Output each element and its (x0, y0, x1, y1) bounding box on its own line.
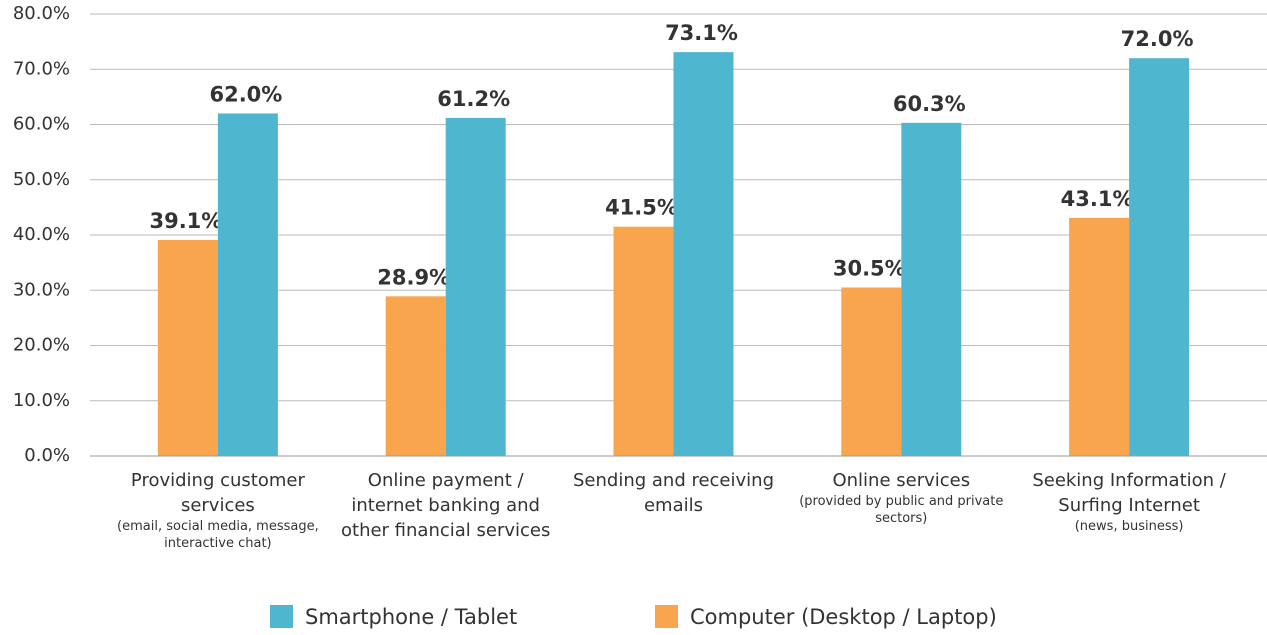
y-tick-label: 20.0% (13, 335, 70, 356)
data-label: 39.1% (149, 209, 222, 233)
data-label: 41.5% (605, 196, 678, 220)
category-name: Online payment / internet banking and ot… (341, 470, 551, 541)
category-name: Providing customer services (130, 470, 305, 516)
data-label: 60.3% (893, 92, 966, 116)
x-tick-label: Seeking Information / Surfing Internet (n… (1019, 468, 1239, 535)
y-tick-label: 0.0% (24, 445, 70, 466)
data-label: 62.0% (209, 82, 282, 106)
category-detail: (email, social media, message, interacti… (117, 519, 319, 551)
bar (157, 239, 218, 456)
data-label: 30.5% (833, 256, 906, 280)
y-tick-label: 30.0% (13, 279, 70, 300)
bar (901, 122, 962, 456)
y-tick-label: 80.0% (13, 3, 70, 24)
bar (613, 226, 674, 456)
data-label: 72.0% (1121, 27, 1194, 51)
data-label: 61.2% (437, 87, 510, 111)
category-detail: (provided by public and private sectors) (799, 494, 1004, 526)
bar (217, 113, 278, 456)
bar (385, 296, 446, 456)
bar (673, 52, 734, 457)
x-tick-label: Online payment / internet banking and ot… (336, 468, 556, 543)
bar (1069, 217, 1130, 456)
legend-swatch (655, 605, 678, 628)
data-label: 43.1% (1061, 187, 1134, 211)
y-tick-label: 10.0% (13, 390, 70, 411)
y-tick-label: 60.0% (13, 114, 70, 135)
category-name: Online services (832, 470, 971, 491)
bar (841, 287, 902, 456)
category-detail: (news, business) (1074, 519, 1184, 534)
y-tick-label: 70.0% (13, 58, 70, 79)
bar (1129, 58, 1190, 456)
category-name: Sending and receiving emails (572, 470, 774, 516)
x-tick-label: Providing customer services (email, socia… (108, 468, 328, 552)
x-tick-label: Sending and receiving emails (564, 468, 784, 518)
category-name: Seeking Information / Surfing Internet (1032, 470, 1226, 516)
y-tick-label: 50.0% (13, 169, 70, 190)
legend-label: Smartphone / Tablet (305, 605, 517, 629)
bar (445, 117, 506, 457)
data-label: 28.9% (377, 265, 450, 289)
y-tick-label: 40.0% (13, 224, 70, 245)
x-tick-label: Online services (provided by public and p… (791, 468, 1011, 527)
data-label: 73.1% (665, 21, 738, 45)
legend-label: Computer (Desktop / Laptop) (690, 605, 997, 629)
legend-swatch (270, 605, 293, 628)
